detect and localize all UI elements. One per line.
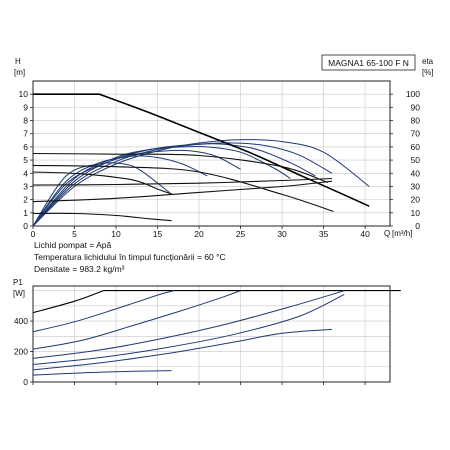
efficiency-curve: [32, 149, 241, 227]
h-tick-label: 9: [23, 102, 28, 112]
head-curve: [32, 171, 173, 195]
x-tick-label: 30: [277, 229, 287, 239]
h-tick-label: 3: [23, 181, 28, 191]
h-tick-label: 4: [23, 168, 28, 178]
power-curve: [32, 290, 241, 350]
p1-tick-label: 400: [14, 316, 28, 326]
eta-tick-label: 50: [411, 155, 421, 165]
power-curve: [32, 370, 172, 376]
eta-tick-label: 100: [406, 89, 420, 99]
y-axis-unit-h: [m]: [14, 68, 25, 77]
eta-tick-label: 10: [411, 208, 421, 218]
head-curve: [32, 180, 332, 203]
h-tick-label: 8: [23, 116, 28, 126]
y-axis-label-h: H: [15, 57, 21, 66]
eta-tick-label: 80: [411, 116, 421, 126]
p1-tick-label: 0: [23, 377, 28, 387]
y-axis-unit-p1: [W]: [13, 289, 25, 298]
h-tick-label: 2: [23, 195, 28, 205]
eta-tick-label: 30: [411, 181, 421, 191]
x-axis-unit-q: [m³/h]: [392, 229, 412, 238]
efficiency-curve: [32, 155, 208, 227]
x-tick-label: 20: [194, 229, 204, 239]
y-axis-label-eta: eta: [422, 57, 434, 66]
head-curve: [32, 212, 172, 222]
model-label-box: [321, 54, 416, 71]
x-tick-label: 5: [72, 229, 77, 239]
eta-tick-label: 40: [411, 168, 421, 178]
h-tick-label: 6: [23, 142, 28, 152]
h-tick-label: 0: [23, 221, 28, 231]
power-curve: [32, 290, 175, 333]
x-tick-label: 40: [360, 229, 370, 239]
power-curve: [32, 290, 345, 359]
head-curve: [32, 177, 332, 186]
p1-tick-label: 200: [14, 347, 28, 357]
power-curve: [32, 290, 401, 314]
x-tick-label: 15: [153, 229, 163, 239]
x-tick-label: 0: [31, 229, 36, 239]
head-curve: [32, 152, 328, 184]
x-tick-label: 10: [111, 229, 121, 239]
h-tick-label: 7: [23, 129, 28, 139]
eta-tick-label: 70: [411, 129, 421, 139]
fluid-density: Densitate = 983.2 kg/m³: [34, 264, 125, 274]
power-curve: [32, 293, 345, 365]
fluid-temperature: Temperatura lichidului în timpul funcțio…: [34, 252, 226, 262]
y-axis-unit-eta: [%]: [422, 68, 434, 77]
head-curve: [33, 93, 370, 207]
x-tick-label: 25: [236, 229, 246, 239]
x-axis-label-q: Q: [384, 229, 390, 238]
head-curves: [32, 93, 370, 222]
eta-tick-label: 90: [411, 102, 421, 112]
head-curve: [32, 164, 334, 213]
eta-tick-label: 0: [415, 221, 420, 231]
h-tick-label: 1: [23, 208, 28, 218]
efficiency-curve: [32, 143, 316, 227]
x-tick-label: 35: [319, 229, 329, 239]
efficiency-curve: [32, 162, 171, 227]
power-chart-frame: [32, 285, 391, 383]
eta-tick-label: 60: [411, 142, 421, 152]
model-label: MAGNA1 65-100 F N: [328, 58, 409, 68]
power-curve: [32, 328, 332, 371]
fluid-pumped: Lichid pompat = Apă: [34, 240, 112, 250]
power-curves: [32, 290, 401, 376]
eta-tick-label: 20: [411, 195, 421, 205]
efficiency-curve: [32, 139, 370, 227]
power-chart-ticks: 0 200 400: [14, 316, 366, 387]
h-tick-label: 10: [19, 89, 29, 99]
h-tick-label: 5: [23, 155, 28, 165]
head-chart-ticks: 0 5 10 15 20 25 30 35 40012345678910010203040506…: [19, 89, 421, 239]
y-axis-label-p1: P1: [13, 278, 23, 287]
